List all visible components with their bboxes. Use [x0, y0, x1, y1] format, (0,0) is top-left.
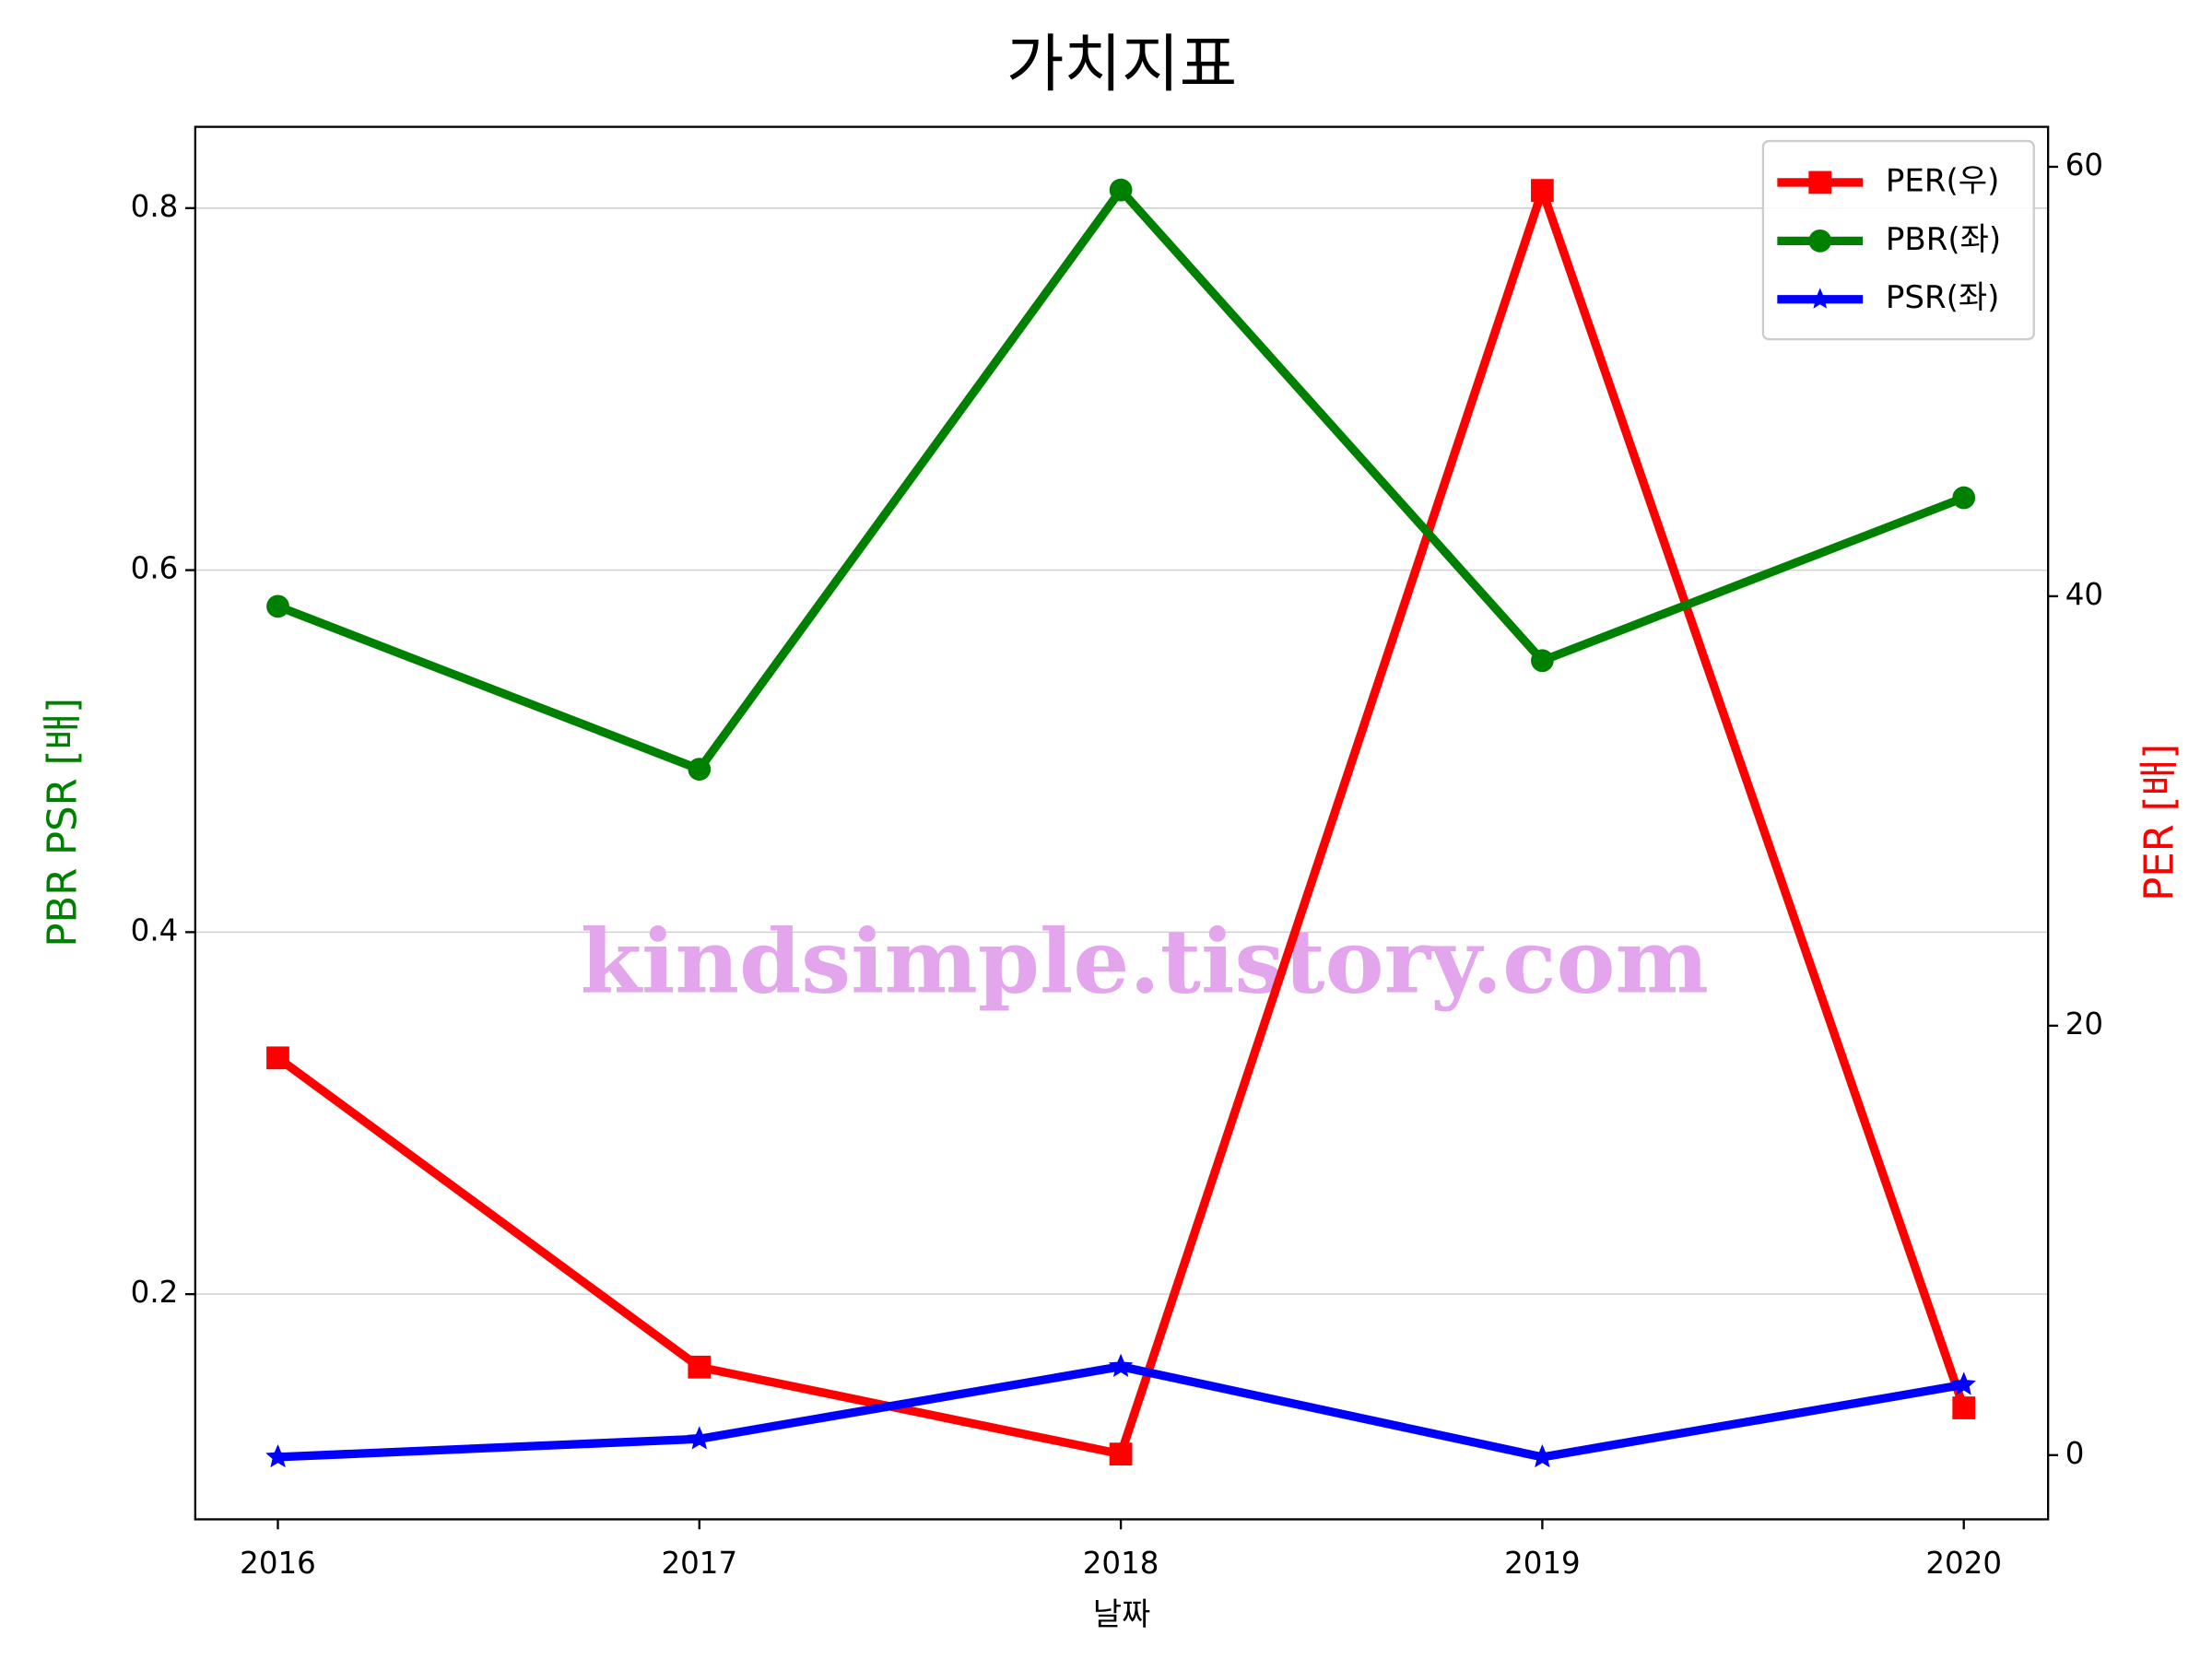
marker — [688, 758, 712, 781]
marker — [687, 1426, 712, 1450]
marker — [266, 594, 289, 618]
marker — [265, 1443, 290, 1468]
legend-marker — [1808, 229, 1832, 253]
chart-title: 가치지표 — [1006, 29, 1237, 101]
y2-axis-label: PER [배] — [2136, 744, 2183, 901]
marker — [1108, 1353, 1134, 1377]
marker — [266, 1046, 289, 1070]
x-tick-label: 2018 — [1083, 1546, 1159, 1581]
series-line — [275, 185, 1969, 1459]
legend-label: PBR(좌) — [1886, 221, 2001, 258]
marker — [1531, 649, 1554, 673]
y-tick-label: 0.2 — [131, 1275, 179, 1310]
legend-label: PSR(좌) — [1886, 279, 2000, 316]
x-tick-label: 2016 — [240, 1546, 316, 1581]
marker — [1531, 179, 1554, 202]
marker — [1109, 1442, 1133, 1466]
y2-tick-label: 60 — [2065, 147, 2103, 182]
y2-tick-label: 0 — [2065, 1436, 2085, 1471]
marker — [1952, 486, 1976, 510]
marker — [1951, 1371, 1976, 1395]
y-tick-label: 0.6 — [131, 551, 179, 586]
legend-marker — [1808, 171, 1832, 194]
y2-tick-label: 40 — [2065, 577, 2103, 612]
y-tick-label: 0.8 — [131, 189, 179, 224]
x-axis-label: 날짜 — [1093, 1596, 1151, 1633]
y-tick-label: 0.4 — [131, 912, 179, 947]
x-tick-label: 2019 — [1504, 1546, 1581, 1581]
marker — [688, 1355, 712, 1379]
marker — [1530, 1443, 1555, 1468]
x-tick-label: 2017 — [661, 1546, 737, 1581]
legend-label: PER(우) — [1886, 162, 1999, 199]
x-tick-label: 2020 — [1925, 1546, 2002, 1581]
plot-frame — [194, 125, 2050, 1521]
marker — [1109, 178, 1133, 202]
y2-tick-label: 20 — [2065, 1006, 2103, 1041]
y-axis-label: PBR PSR [배] — [41, 698, 87, 947]
marker — [1952, 1396, 1976, 1419]
watermark: kindsimple.tistory.com — [581, 909, 1709, 1013]
legend-marker — [1808, 288, 1831, 309]
